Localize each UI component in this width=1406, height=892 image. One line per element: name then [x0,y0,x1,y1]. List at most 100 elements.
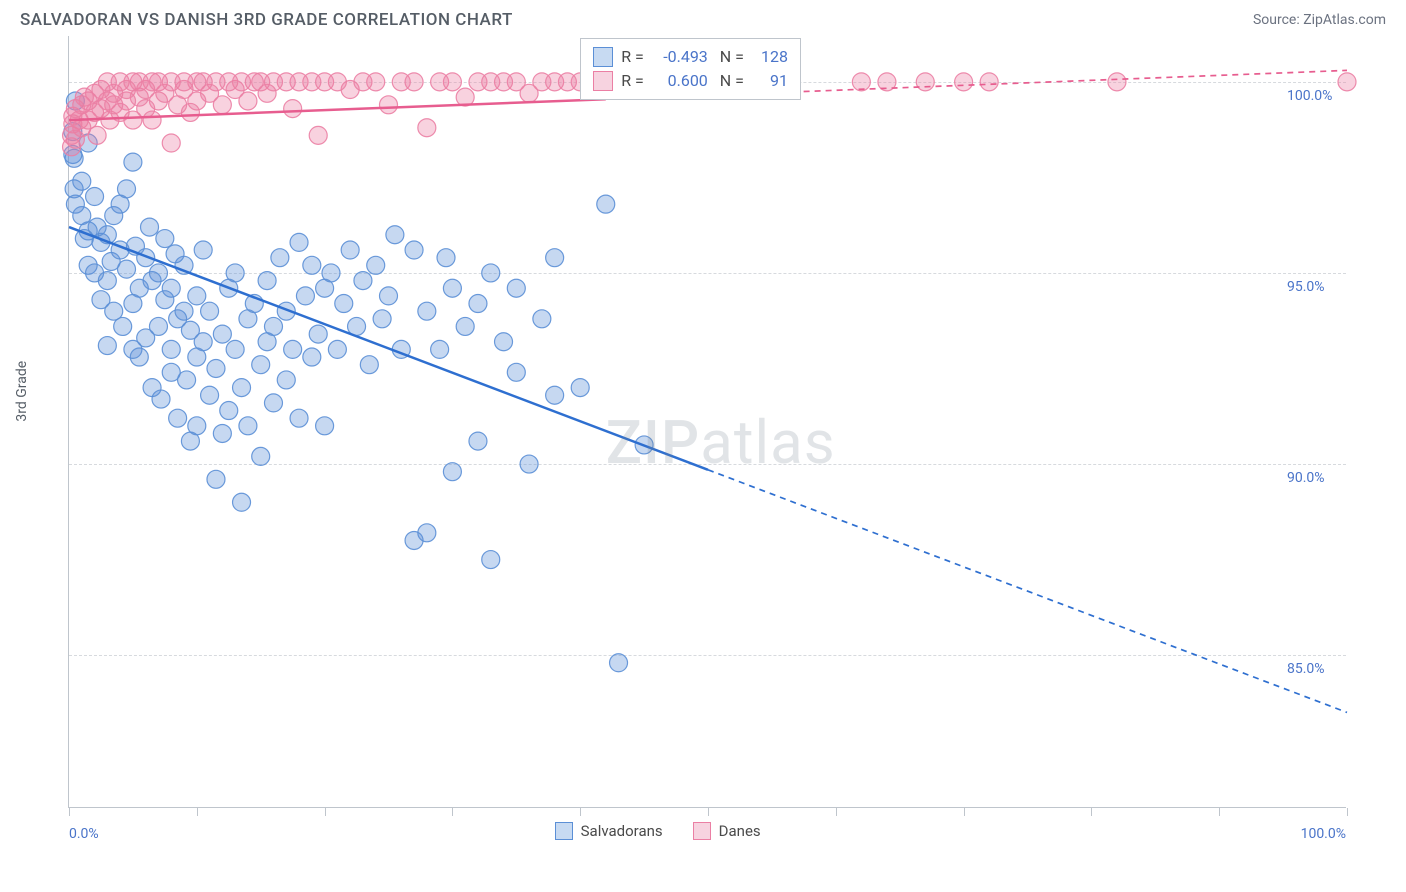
legend-n-value: 128 [752,45,788,69]
scatter-point-salvadorans [152,390,170,408]
scatter-point-salvadorans [405,241,423,259]
scatter-point-salvadorans [130,348,148,366]
x-tick [69,808,70,816]
scatter-point-salvadorans [156,230,174,248]
legend-row: R =0.600N =91 [593,69,788,93]
scatter-point-danes [284,100,302,118]
scatter-point-danes [213,96,231,114]
scatter-point-salvadorans [226,264,244,282]
scatter-point-danes [143,111,161,129]
series-legend-label: Salvadorans [581,822,663,840]
scatter-svg [69,36,1347,808]
scatter-point-danes [1338,73,1356,91]
scatter-point-salvadorans [98,272,116,290]
scatter-point-salvadorans [322,264,340,282]
scatter-point-salvadorans [354,272,372,290]
scatter-point-salvadorans [290,233,308,251]
legend-n-label: N = [720,69,744,93]
scatter-point-salvadorans [118,180,136,198]
legend-swatch [555,822,573,840]
scatter-point-salvadorans [178,371,196,389]
scatter-point-salvadorans [507,279,525,297]
scatter-point-salvadorans [418,302,436,320]
scatter-point-danes [916,73,934,91]
scatter-point-salvadorans [271,249,289,267]
scatter-point-salvadorans [252,356,270,374]
x-axis-min-label: 0.0% [69,826,99,842]
scatter-point-salvadorans [316,417,334,435]
scatter-point-salvadorans [188,287,206,305]
scatter-point-salvadorans [213,424,231,442]
scatter-point-salvadorans [546,386,564,404]
scatter-point-salvadorans [373,310,391,328]
scatter-point-salvadorans [482,264,500,282]
scatter-point-salvadorans [175,302,193,320]
scatter-point-salvadorans [303,256,321,274]
scatter-point-salvadorans [456,317,474,335]
scatter-point-salvadorans [86,188,104,206]
scatter-point-salvadorans [367,256,385,274]
scatter-point-salvadorans [124,153,142,171]
plot-region: 85.0%90.0%95.0%100.0%0.0%100.0%ZIPatlasR… [68,36,1346,808]
scatter-point-salvadorans [207,359,225,377]
scatter-point-salvadorans [194,333,212,351]
series-legend-label: Danes [719,822,761,840]
scatter-point-salvadorans [220,402,238,420]
scatter-point-salvadorans [169,409,187,427]
scatter-point-danes [380,96,398,114]
legend-r-label: R = [621,45,644,69]
scatter-point-salvadorans [118,260,136,278]
scatter-point-danes [309,126,327,144]
scatter-point-salvadorans [571,379,589,397]
scatter-point-salvadorans [162,279,180,297]
x-tick [197,808,198,816]
scatter-point-danes [367,73,385,91]
scatter-point-salvadorans [258,272,276,290]
scatter-point-salvadorans [277,371,295,389]
legend-n-value: 91 [752,69,788,93]
scatter-point-salvadorans [328,340,346,358]
scatter-point-salvadorans [380,287,398,305]
scatter-point-salvadorans [188,417,206,435]
scatter-point-danes [980,73,998,91]
scatter-point-salvadorans [546,249,564,267]
scatter-point-danes [88,126,106,144]
scatter-point-salvadorans [201,302,219,320]
scatter-point-danes [443,73,461,91]
trend-line-dashed-salvadorans [708,470,1347,713]
x-tick [708,808,709,816]
chart-title: SALVADORAN VS DANISH 3RD GRADE CORRELATI… [20,10,513,30]
scatter-point-danes [852,73,870,91]
scatter-point-salvadorans [149,264,167,282]
legend-swatch [593,47,613,67]
scatter-point-salvadorans [264,317,282,335]
scatter-point-salvadorans [303,348,321,366]
scatter-point-salvadorans [98,337,116,355]
x-tick [1347,808,1348,816]
x-tick [836,808,837,816]
legend-swatch [593,71,613,91]
legend-swatch [693,822,711,840]
scatter-point-salvadorans [360,356,378,374]
legend-n-label: N = [720,45,744,69]
chart-header: SALVADORAN VS DANISH 3RD GRADE CORRELATI… [0,0,1406,36]
chart-area: 3rd Grade 85.0%90.0%95.0%100.0%0.0%100.0… [20,36,1346,868]
scatter-point-danes [162,134,180,152]
scatter-point-salvadorans [233,493,251,511]
scatter-point-salvadorans [162,340,180,358]
scatter-point-salvadorans [533,310,551,328]
scatter-point-salvadorans [252,447,270,465]
scatter-point-salvadorans [520,455,538,473]
scatter-point-salvadorans [418,524,436,542]
scatter-point-salvadorans [233,379,251,397]
source-link[interactable]: ZipAtlas.com [1303,12,1386,28]
scatter-point-salvadorans [507,363,525,381]
scatter-point-salvadorans [264,394,282,412]
scatter-point-salvadorans [296,287,314,305]
scatter-point-salvadorans [431,340,449,358]
scatter-point-salvadorans [437,249,455,267]
source-prefix: Source: [1253,12,1303,28]
source-attribution: Source: ZipAtlas.com [1253,12,1386,28]
series-legend-item: Salvadorans [555,822,663,840]
scatter-point-salvadorans [284,340,302,358]
